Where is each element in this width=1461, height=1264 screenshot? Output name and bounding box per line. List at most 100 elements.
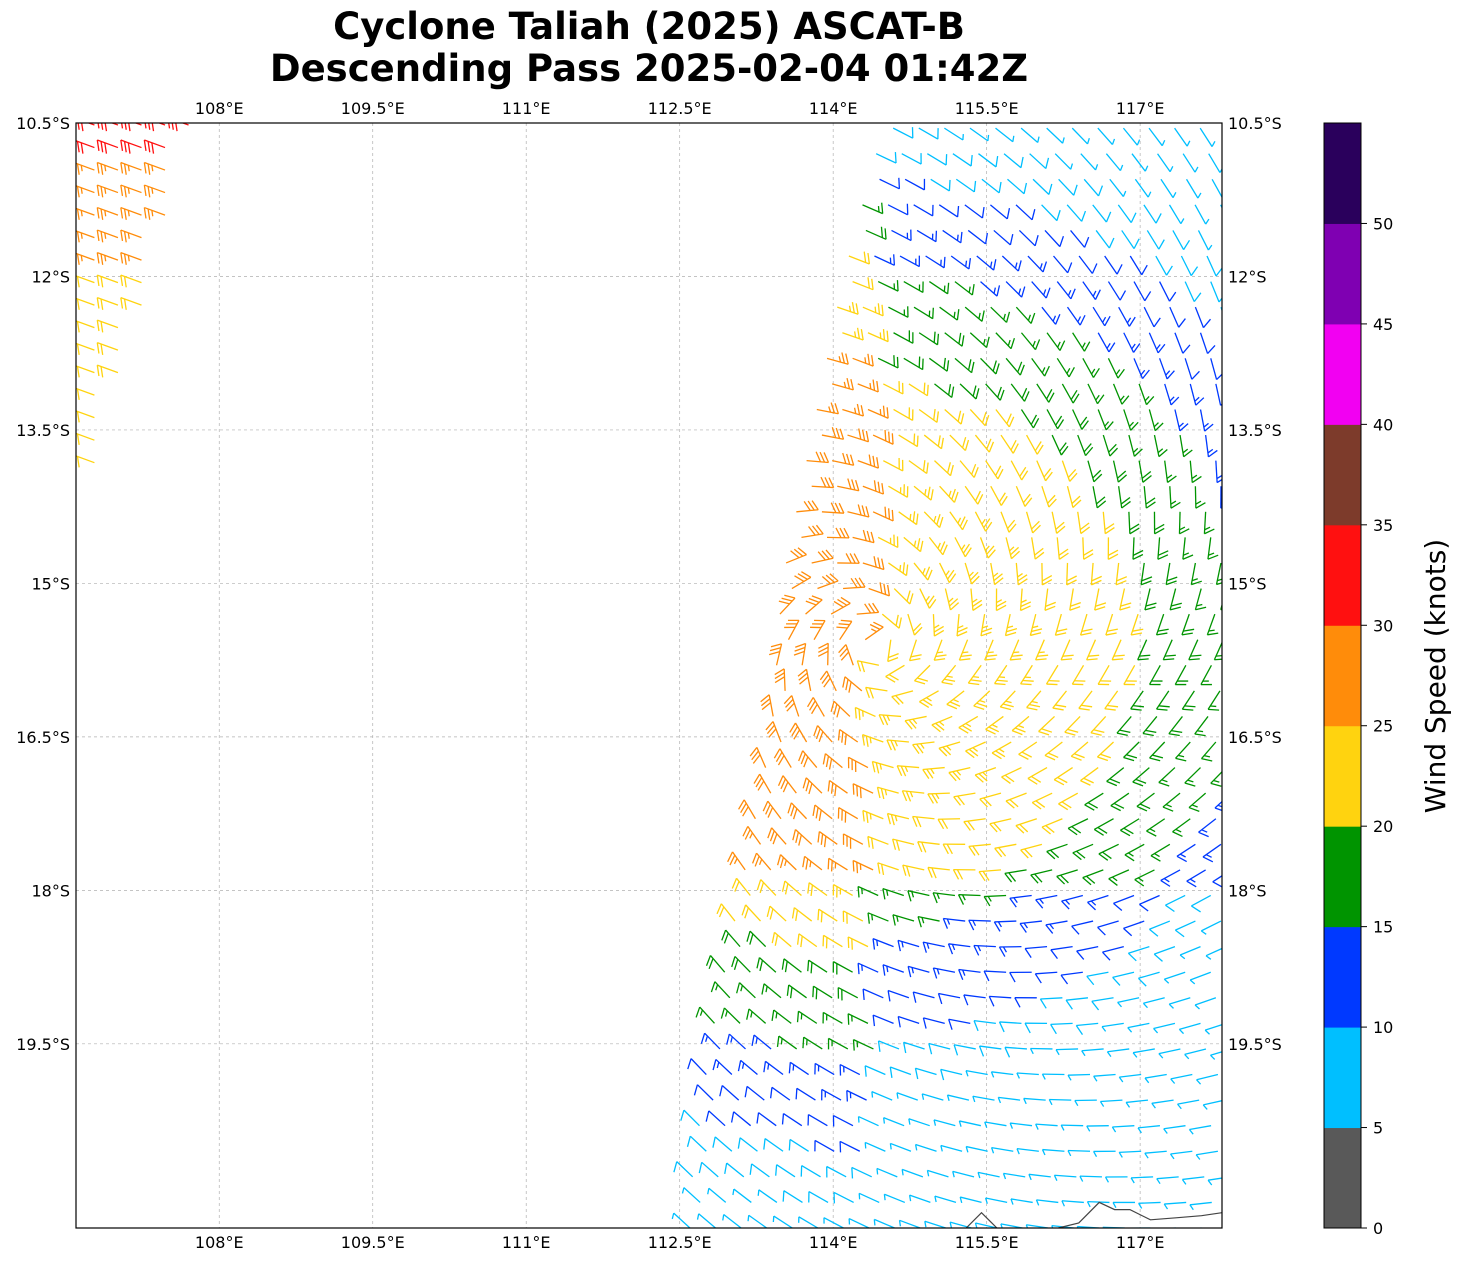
barb-feather — [956, 869, 964, 880]
barb-feather — [774, 934, 779, 946]
barb-feather — [1161, 139, 1166, 146]
wind-barb — [1086, 1200, 1110, 1208]
wind-barb — [1051, 511, 1066, 534]
barb-shaft — [912, 815, 935, 820]
wind-barb — [913, 306, 934, 320]
barb-shaft — [791, 695, 800, 717]
barb-feather — [1023, 391, 1030, 402]
barb-feather — [1208, 552, 1215, 556]
barb-feather — [943, 256, 946, 268]
barb-shaft — [1005, 792, 1027, 802]
wind-barb — [926, 153, 948, 166]
barb-feather — [927, 486, 931, 498]
barb-shaft — [1023, 1097, 1046, 1101]
wind-barb — [1086, 971, 1109, 986]
wind-barb — [1210, 358, 1222, 381]
barb-feather — [1129, 527, 1140, 535]
barb-feather — [884, 789, 888, 796]
barb-feather — [912, 718, 918, 725]
barb-shaft — [1112, 383, 1123, 405]
barb-feather — [1116, 732, 1128, 737]
barb-feather — [1145, 602, 1157, 607]
wind-barb — [1220, 204, 1222, 209]
wind-barb — [852, 353, 874, 367]
barb-shaft — [1165, 562, 1171, 585]
barb-feather — [834, 785, 837, 797]
barb-shaft — [985, 715, 1004, 730]
barb-shaft — [1181, 690, 1195, 710]
lon-tick-label-top: 111°E — [502, 99, 551, 118]
barb-shaft — [1003, 153, 1022, 169]
barb-feather — [1104, 523, 1115, 531]
barb-feather — [1057, 776, 1068, 784]
barb-shaft — [878, 1040, 900, 1050]
barb-shaft — [1204, 1024, 1222, 1031]
barb-feather — [1123, 927, 1133, 937]
wind-barb — [942, 843, 966, 855]
barb-feather — [1035, 800, 1046, 808]
barb-feather — [1060, 974, 1069, 985]
barb-feather — [864, 1065, 867, 1077]
barb-feather — [1111, 138, 1116, 145]
wind-barb — [97, 123, 119, 132]
barb-shaft — [50, 545, 71, 553]
wind-barb — [775, 1164, 796, 1178]
wind-barb — [977, 1171, 1000, 1179]
wind-barb — [968, 919, 991, 931]
barb-shaft — [877, 281, 899, 292]
barb-feather — [1132, 447, 1139, 453]
wind-barb — [1113, 894, 1135, 911]
barb-shaft — [798, 1216, 819, 1228]
barb-feather — [1101, 1026, 1107, 1032]
barb-shaft — [887, 812, 910, 820]
barb-shaft — [824, 753, 843, 769]
wind-barb — [922, 766, 945, 779]
wind-barb — [1025, 511, 1041, 534]
barb-shaft — [1169, 306, 1180, 328]
wind-barb — [937, 818, 961, 830]
wind-barb — [76, 162, 95, 175]
wind-barb — [1177, 1099, 1200, 1110]
barb-shaft — [97, 364, 119, 374]
barb-feather — [960, 654, 972, 658]
barb-feather — [1182, 708, 1194, 711]
barb-feather — [1137, 1127, 1142, 1134]
barb-feather — [1076, 950, 1085, 960]
barb-feather — [933, 1119, 937, 1126]
barb-shaft — [801, 533, 824, 539]
wind-barb — [1122, 127, 1141, 146]
wind-barb — [914, 1143, 937, 1152]
barb-feather — [978, 773, 988, 782]
barb-feather — [877, 557, 881, 569]
barb-feather — [947, 943, 954, 955]
barb-feather — [76, 218, 77, 219]
barb-feather — [958, 1120, 962, 1127]
wind-barb — [1107, 537, 1119, 560]
wind-barb — [1051, 434, 1069, 456]
barb-shaft — [733, 1111, 752, 1127]
barb-shaft — [1189, 460, 1193, 483]
barb-shaft — [917, 915, 940, 922]
barb-shaft — [1166, 103, 1179, 121]
barb-feather — [852, 783, 855, 795]
barb-shaft — [756, 852, 772, 871]
wind-barb — [707, 1187, 727, 1203]
wind-barb — [74, 95, 95, 109]
wind-barb — [1199, 127, 1216, 147]
barb-feather — [948, 597, 954, 603]
wind-barb — [1009, 894, 1032, 908]
wind-barb — [852, 529, 875, 544]
barb-feather — [894, 152, 897, 164]
barb-feather — [793, 729, 801, 740]
wind-barb — [1214, 800, 1222, 812]
wind-barb — [1137, 971, 1160, 987]
title-line-2: Descending Pass 2025-02-04 01:42Z — [269, 47, 1029, 90]
barb-feather — [58, 165, 59, 171]
wind-barb — [827, 857, 848, 872]
barb-feather — [1066, 367, 1071, 374]
barb-feather — [933, 409, 936, 421]
barb-shaft — [904, 178, 925, 191]
barb-feather — [1126, 754, 1138, 759]
barb-feather — [1191, 905, 1201, 913]
barb-feather — [792, 808, 798, 820]
